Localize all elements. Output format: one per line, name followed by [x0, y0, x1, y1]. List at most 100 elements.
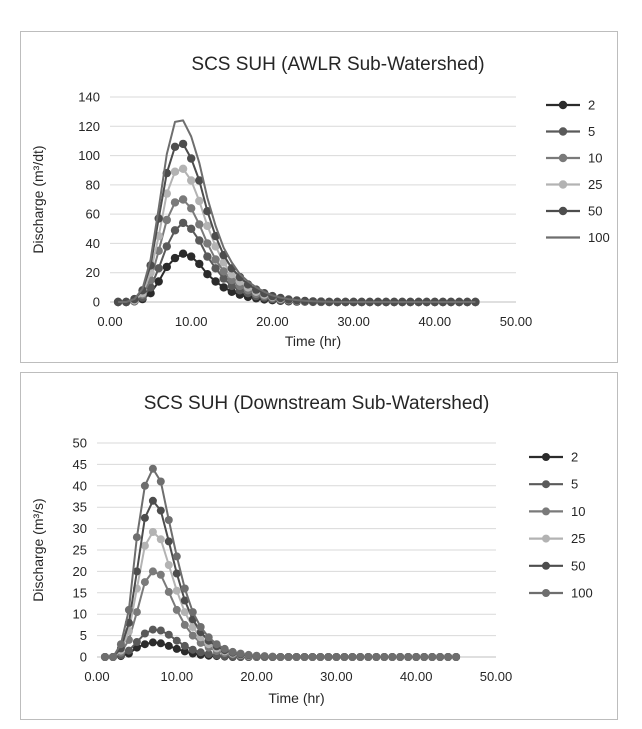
data-point — [101, 653, 109, 661]
data-point — [212, 640, 221, 649]
y-tick-label: 0 — [80, 650, 87, 665]
legend-label: 5 — [588, 124, 595, 139]
data-point — [187, 252, 196, 261]
series-25 — [113, 164, 480, 307]
data-point — [227, 287, 236, 296]
data-point — [260, 652, 269, 661]
data-point — [178, 164, 188, 173]
x-tick-label: 20.00 — [240, 669, 273, 684]
legend-entry: 2 — [529, 450, 578, 465]
data-point — [228, 647, 237, 656]
data-point — [252, 651, 261, 660]
data-point — [187, 204, 196, 213]
legend-entry: 25 — [529, 531, 585, 546]
data-point — [348, 653, 357, 661]
legend-marker — [542, 589, 550, 597]
data-point — [162, 262, 171, 272]
data-point — [227, 281, 236, 291]
y-tick-label: 10 — [73, 607, 87, 622]
y-tick-label: 40 — [86, 236, 100, 251]
chart-awlr: SCS SUH (AWLR Sub-Watershed)020406080100… — [30, 54, 610, 349]
legend-marker — [542, 534, 550, 543]
x-tick-label: 30.00 — [337, 314, 370, 329]
data-point — [132, 533, 141, 542]
data-point — [172, 569, 181, 578]
y-axis-label: Discharge (m³/dt) — [30, 145, 46, 253]
data-point — [188, 623, 197, 631]
data-point — [404, 653, 413, 661]
data-point — [444, 653, 453, 661]
data-point — [356, 653, 365, 661]
data-point — [219, 283, 228, 292]
series-100 — [101, 464, 461, 661]
y-tick-label: 20 — [73, 564, 87, 579]
data-point — [148, 528, 157, 536]
y-tick-label: 50 — [73, 436, 87, 451]
data-point — [180, 584, 189, 593]
series-line — [118, 252, 476, 303]
data-point — [140, 513, 149, 522]
legend-entry: 50 — [546, 204, 602, 219]
data-point — [140, 481, 149, 490]
legend-label: 25 — [571, 531, 585, 546]
data-point — [452, 653, 461, 661]
y-tick-label: 100 — [78, 148, 100, 163]
y-tick-label: 40 — [73, 478, 87, 493]
legend-entry: 100 — [546, 230, 610, 245]
data-point — [164, 641, 173, 650]
data-point — [292, 653, 301, 661]
chart-panel-downstream: SCS SUH (Downstream Sub-Watershed) 0 5 10 15… — [20, 372, 618, 720]
data-point — [284, 653, 293, 661]
data-point — [154, 264, 163, 273]
data-point — [388, 653, 397, 661]
data-point — [178, 139, 188, 149]
data-point — [124, 646, 133, 655]
data-point — [178, 249, 188, 258]
legend-label: 100 — [571, 586, 593, 601]
data-point — [170, 167, 180, 176]
legend-marker — [558, 100, 568, 110]
data-point — [156, 506, 165, 515]
data-point — [156, 477, 165, 486]
data-point — [195, 220, 204, 229]
legend-marker — [542, 561, 550, 570]
data-point — [188, 631, 197, 640]
x-tick-label: 40.00 — [419, 314, 452, 329]
data-point — [219, 274, 228, 283]
data-point — [164, 516, 173, 524]
data-point — [156, 535, 165, 544]
data-point — [172, 552, 181, 561]
data-point — [164, 561, 173, 569]
legend-marker — [558, 127, 568, 136]
data-point — [236, 649, 245, 658]
data-point — [140, 629, 149, 638]
legend-marker — [542, 480, 550, 489]
y-tick-label: 35 — [73, 500, 87, 515]
legend-entry: 10 — [529, 504, 585, 519]
legend-marker — [558, 206, 568, 216]
legend-label: 2 — [571, 450, 578, 465]
y-tick-label: 15 — [73, 585, 87, 600]
x-tick-label: 50.00 — [480, 669, 513, 684]
data-point — [170, 198, 180, 207]
series-line — [105, 531, 457, 658]
data-point — [316, 653, 325, 661]
data-point — [204, 633, 213, 642]
data-point — [195, 236, 204, 245]
y-tick-label: 140 — [78, 90, 100, 105]
legend-label: 100 — [588, 230, 610, 245]
data-point — [268, 652, 277, 661]
series-5 — [113, 218, 480, 307]
data-point — [148, 625, 157, 634]
x-tick-label: 40.00 — [400, 669, 433, 684]
data-point — [196, 648, 205, 657]
data-point — [244, 650, 253, 659]
series-line — [118, 119, 476, 303]
x-tick-label: 50.00 — [500, 314, 533, 329]
data-point — [172, 586, 181, 595]
data-point — [204, 650, 213, 658]
data-point — [203, 221, 212, 231]
legend-label: 10 — [588, 151, 602, 166]
y-tick-label: 60 — [86, 207, 100, 222]
x-tick-label: 0.00 — [84, 669, 109, 684]
